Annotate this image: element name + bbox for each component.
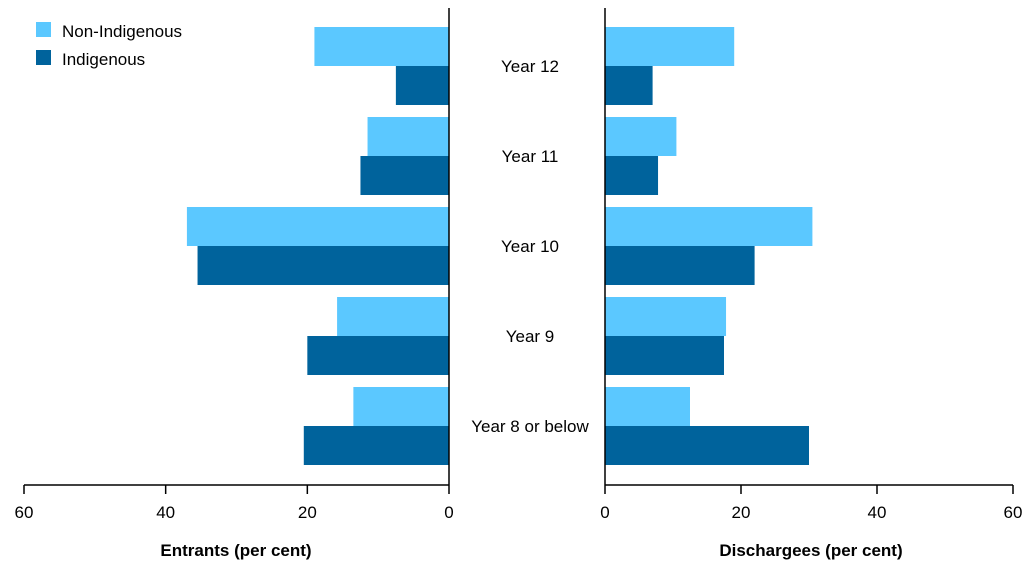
right-tick-label-60: 60 [1004, 503, 1023, 522]
dischargees-bar-indigenous-year-8-or-below [605, 426, 809, 465]
entrants-bar-non-indigenous-year-8-or-below [353, 387, 449, 426]
right-tick-label-0: 0 [600, 503, 609, 522]
right-tick-label-20: 20 [732, 503, 751, 522]
axes [23, 8, 1014, 494]
dischargees-bar-non-indigenous-year-9 [605, 297, 727, 336]
dischargees-bar-non-indigenous-year-11 [605, 117, 677, 156]
left-tick-label-20: 20 [298, 503, 317, 522]
category-label-year-12: Year 12 [501, 57, 559, 76]
tick-labels: 60 40 20 0 0 20 40 60 [15, 503, 1023, 522]
category-label-year-8-or-below: Year 8 or below [471, 417, 589, 436]
entrants-bar-indigenous-year-11 [360, 156, 449, 195]
entrants-bar-indigenous-year-12 [395, 66, 449, 105]
entrants-bar-non-indigenous-year-10 [186, 207, 449, 246]
category-label-year-10: Year 10 [501, 237, 559, 256]
category-labels: Year 12 Year 11 Year 10 Year 9 Year 8 or bel… [471, 57, 589, 436]
dischargees-bar-indigenous-year-12 [605, 66, 653, 105]
left-tick-label-60: 60 [15, 503, 34, 522]
dischargees-bar-indigenous-year-11 [605, 156, 659, 195]
entrants-bar-indigenous-year-8-or-below [303, 426, 449, 465]
right-panel-bars [605, 27, 813, 465]
dischargees-bar-non-indigenous-year-8-or-below [605, 387, 690, 426]
legend: Non-Indigenous Indigenous [36, 22, 182, 69]
dischargees-bar-non-indigenous-year-12 [605, 27, 735, 66]
left-tick-label-40: 40 [156, 503, 175, 522]
legend-label-indigenous: Indigenous [62, 50, 145, 69]
right-tick-label-40: 40 [868, 503, 887, 522]
entrants-bar-indigenous-year-10 [197, 246, 449, 285]
entrants-bar-non-indigenous-year-11 [367, 117, 449, 156]
legend-swatch-indigenous [36, 50, 51, 65]
dischargees-bar-indigenous-year-9 [605, 336, 724, 375]
category-label-year-11: Year 11 [502, 147, 559, 166]
dischargees-bar-non-indigenous-year-10 [605, 207, 813, 246]
entrants-bar-non-indigenous-year-9 [337, 297, 449, 336]
legend-swatch-non-indigenous [36, 22, 51, 37]
right-axis-title: Dischargees (per cent) [719, 541, 902, 560]
entrants-bar-non-indigenous-year-12 [314, 27, 449, 66]
left-axis-title: Entrants (per cent) [160, 541, 311, 560]
dischargees-bar-indigenous-year-10 [605, 246, 755, 285]
left-panel-bars [186, 27, 449, 465]
entrants-bar-indigenous-year-9 [307, 336, 449, 375]
legend-label-non-indigenous: Non-Indigenous [62, 22, 182, 41]
category-label-year-9: Year 9 [506, 327, 555, 346]
left-tick-label-0: 0 [444, 503, 453, 522]
